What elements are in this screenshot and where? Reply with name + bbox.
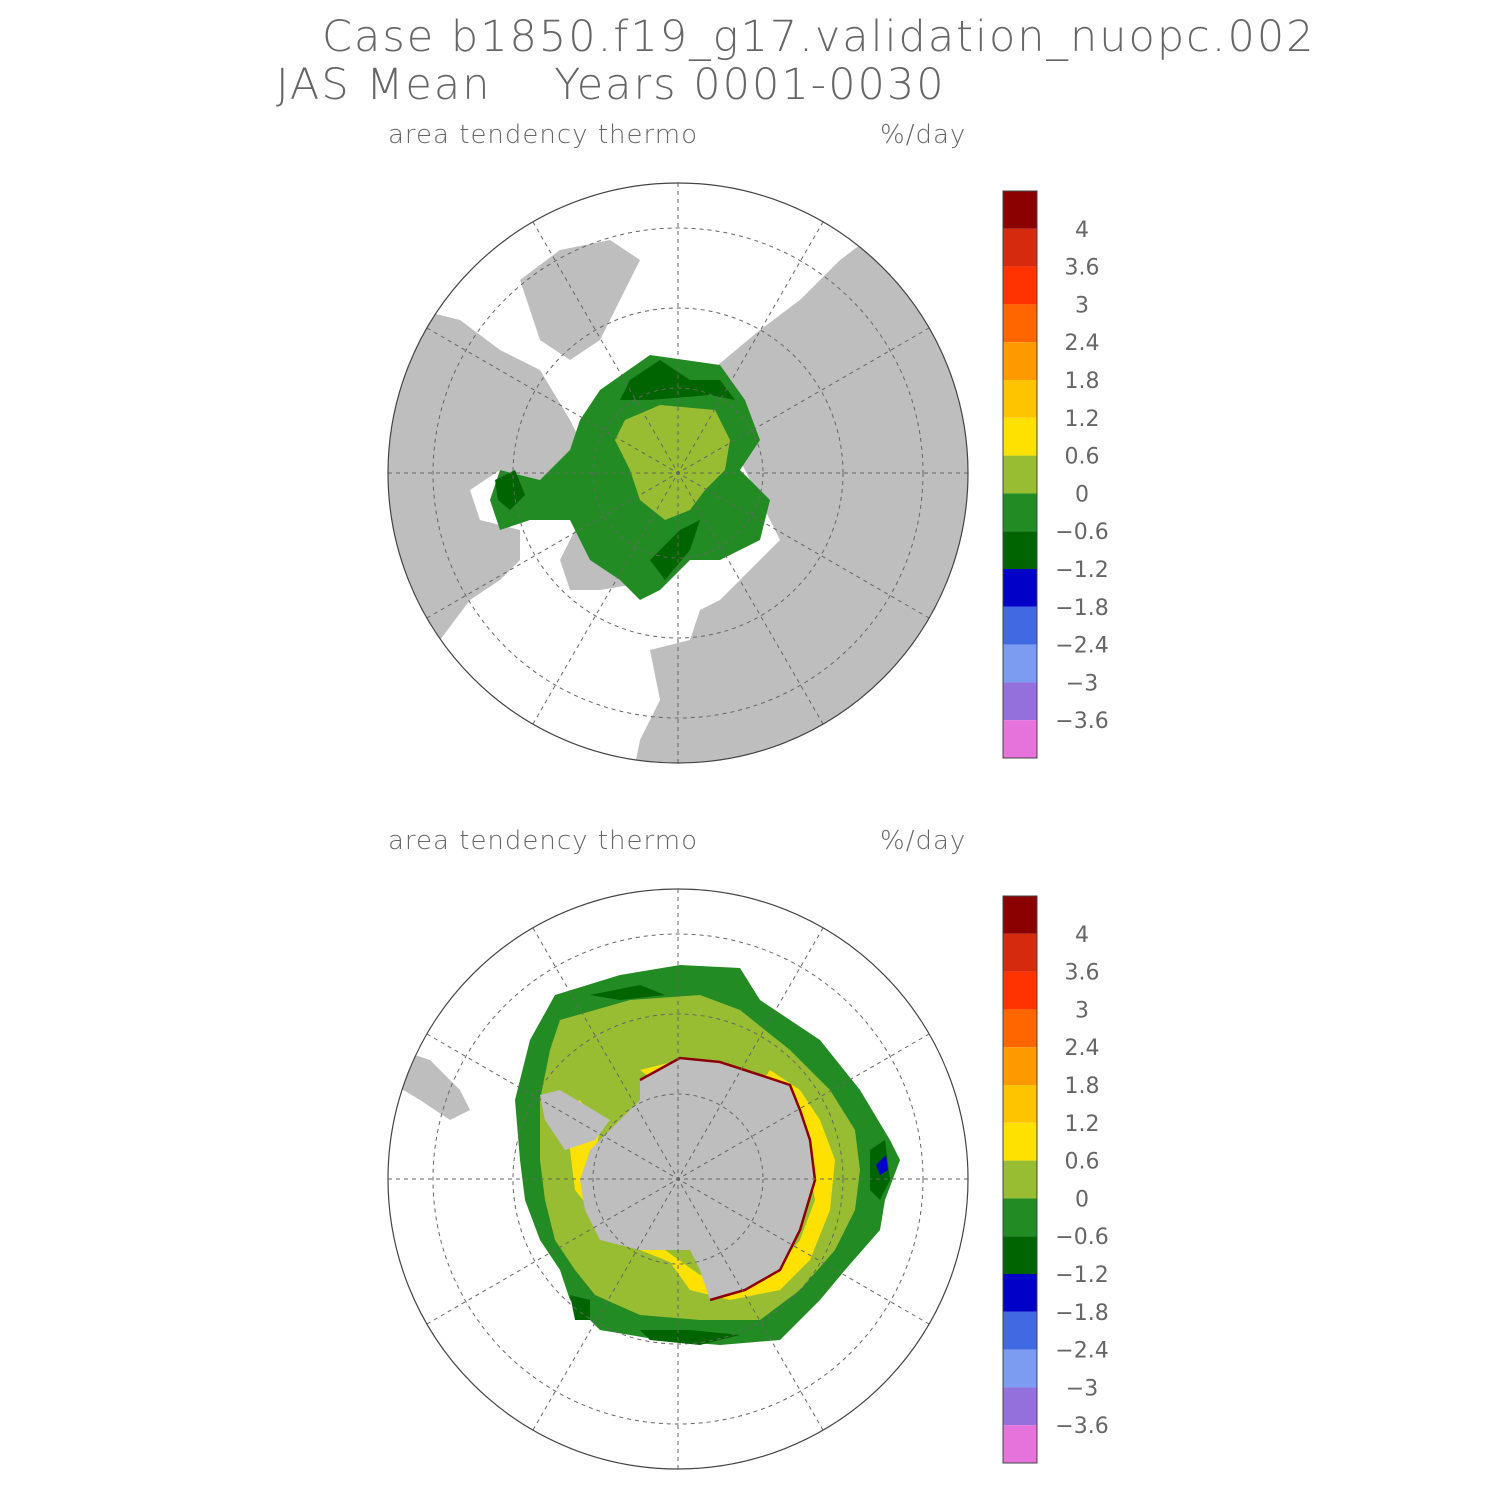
figure-title-period: JAS Mean Years 0001-0030	[276, 60, 946, 110]
colorbar-south-swatch	[1003, 1274, 1037, 1312]
colorbar-north-swatch	[1003, 569, 1037, 607]
north-graticule	[388, 183, 968, 763]
colorbar-south-swatch	[1003, 1047, 1037, 1085]
colorbar-north-tick-label: 3.6	[1065, 256, 1100, 281]
colorbar-south-swatch	[1003, 896, 1037, 934]
south-panel-variable: area tendency thermo	[388, 826, 698, 856]
colorbar-north-frame	[1002, 190, 1038, 759]
colorbar-south-tick-label: 1.2	[1065, 1112, 1100, 1137]
north-ice-strong-loss	[620, 360, 735, 400]
colorbar-north-swatch	[1003, 531, 1037, 569]
colorbar-south-swatch	[1003, 1122, 1037, 1161]
colorbar-south-tick-label: 0.6	[1065, 1150, 1100, 1175]
colorbar-north-swatch	[1003, 266, 1037, 305]
colorbar-south-tick-label: 2.4	[1065, 1036, 1100, 1061]
south-polar-map	[387, 888, 969, 1470]
colorbar-north-swatch	[1003, 417, 1037, 456]
colorbar-north-tick-label: 1.2	[1065, 407, 1100, 432]
colorbar-north-swatch	[1003, 682, 1037, 721]
colorbar-south-tick-label: 0	[1075, 1187, 1089, 1212]
colorbar-north-tick-label: −3	[1066, 671, 1098, 696]
south-coastal-high-growth	[639, 1056, 817, 1302]
colorbar-north-tick-label: −1.8	[1055, 596, 1108, 621]
colorbar-north-tick-label: 0.6	[1065, 445, 1100, 470]
colorbar-south-swatch	[1003, 1160, 1037, 1199]
colorbar-south-swatch	[1003, 933, 1037, 972]
colorbar-north-swatch	[1003, 342, 1037, 380]
north-land-alaska	[520, 240, 640, 360]
colorbar-north-swatch	[1003, 720, 1037, 758]
north-ice-strong-loss-3	[650, 520, 700, 580]
north-panel-units: %/day	[880, 120, 967, 150]
north-ice-central-arctic	[615, 405, 730, 520]
colorbar-north-tick-label: 2.4	[1065, 331, 1100, 356]
colorbar-south-tick-label: −3	[1066, 1376, 1098, 1401]
colorbar-north-swatch	[1003, 493, 1037, 532]
colorbar-south-swatch	[1003, 1009, 1037, 1048]
south-ice-strong-loss-1	[590, 985, 665, 1000]
colorbar-south-swatch	[1003, 1425, 1037, 1463]
colorbar-south-tick-label: 4	[1075, 923, 1089, 948]
colorbar-south-swatch	[1003, 1198, 1037, 1237]
colorbar-north-swatch	[1003, 191, 1037, 229]
colorbar-south-swatch	[1003, 1085, 1037, 1123]
south-ice-strong-loss-3	[570, 1295, 590, 1320]
colorbar-south-tick-label: −0.6	[1055, 1225, 1108, 1250]
colorbar-north-tick-label: 0	[1075, 482, 1089, 507]
south-land-antarctica	[580, 1058, 815, 1300]
colorbar-north-swatch	[1003, 606, 1037, 645]
colorbar-south-tick-label: 1.8	[1065, 1074, 1100, 1099]
south-land-south-america	[395, 1050, 470, 1120]
colorbar-north-tick-label: −0.6	[1055, 520, 1108, 545]
colorbar-north: 4 3.6 3 2.4 1.8 1.2 0.6 0 −0.6 −1.2 −1.8 −2.4 −3 −3.6	[1002, 190, 1109, 759]
colorbar-south-swatch	[1003, 1236, 1037, 1274]
colorbar-north-swatch	[1003, 380, 1037, 418]
colorbar-south-tick-label: −2.4	[1055, 1339, 1108, 1364]
colorbar-north-tick-label: −3.6	[1055, 709, 1108, 734]
colorbar-south-swatch	[1003, 1311, 1037, 1350]
colorbar-north-swatch	[1003, 228, 1037, 267]
north-panel-variable: area tendency thermo	[388, 120, 698, 150]
colorbar-north-swatch	[1003, 455, 1037, 494]
colorbar-north-tick-label: 4	[1075, 218, 1089, 243]
colorbar-south-swatch	[1003, 1387, 1037, 1426]
south-ice-strong-loss-2	[640, 1330, 740, 1345]
colorbar-south-tick-label: −1.2	[1055, 1263, 1108, 1288]
north-ice-strong-loss-2	[495, 470, 525, 510]
colorbar-south-swatch	[1003, 1349, 1037, 1388]
figure-title-case: Case b1850.f19_g17.validation_nuopc.002	[322, 12, 1316, 62]
colorbar-south-frame	[1002, 895, 1038, 1464]
colorbar-south: 4 3.6 3 2.4 1.8 1.2 0.6 0 −0.6 −1.2 −1.8 −2.4 −3 −3.6	[1002, 895, 1109, 1464]
colorbar-north-swatch	[1003, 644, 1037, 683]
colorbar-north-tick-label: −2.4	[1055, 634, 1108, 659]
colorbar-north-tick-label: −1.2	[1055, 558, 1108, 583]
colorbar-south-tick-label: 3.6	[1065, 961, 1100, 986]
colorbar-north-tick-label: 1.8	[1065, 369, 1100, 394]
colorbar-south-tick-label: −3.6	[1055, 1414, 1108, 1439]
south-panel-units: %/day	[880, 826, 967, 856]
colorbar-north-swatch	[1003, 304, 1037, 343]
north-polar-map	[387, 182, 969, 764]
south-ice-max-loss	[876, 1155, 888, 1175]
south-graticule	[388, 889, 968, 1469]
colorbar-north-tick-label: 3	[1075, 293, 1089, 318]
colorbar-south-swatch	[1003, 971, 1037, 1010]
colorbar-south-tick-label: 3	[1075, 998, 1089, 1023]
colorbar-south-tick-label: −1.8	[1055, 1301, 1108, 1326]
